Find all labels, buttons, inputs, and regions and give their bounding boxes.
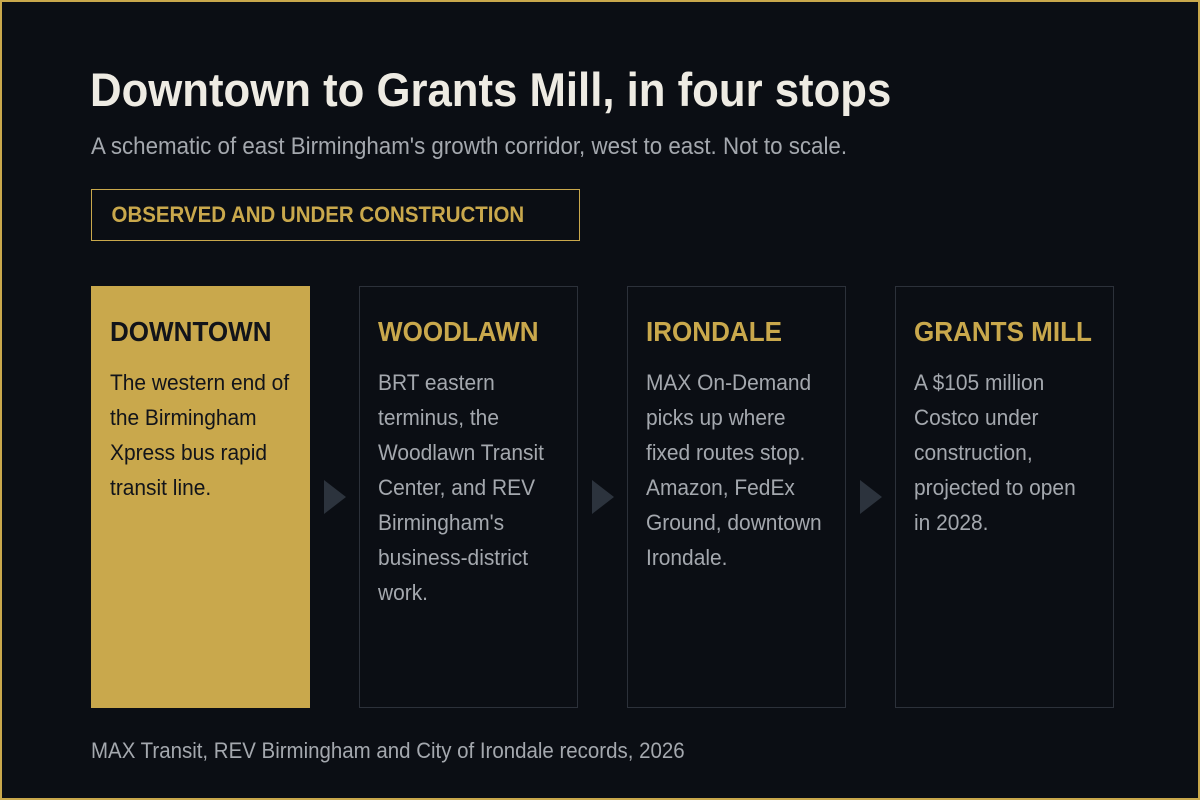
stop-card-irondale: IRONDALE MAX On-Demand picks up where fi…: [627, 286, 846, 708]
status-badge: OBSERVED AND UNDER CONSTRUCTION: [91, 189, 580, 241]
stop-title: DOWNTOWN: [110, 316, 272, 347]
stop-card-woodlawn: WOODLAWN BRT eastern terminus, the Woodl…: [359, 286, 578, 708]
status-badge-label: OBSERVED AND UNDER CONSTRUCTION: [111, 202, 525, 227]
stop-description: The western end of the Birmingham Xpress…: [110, 369, 290, 500]
stop-description: BRT eastern terminus, the Woodlawn Trans…: [378, 369, 544, 605]
arrow-right-icon: [592, 480, 614, 514]
page-title: Downtown to Grants Mill, in four stops: [90, 63, 892, 116]
stop-card-downtown: DOWNTOWN The western end of the Birmingh…: [91, 286, 310, 708]
stop-title: IRONDALE: [646, 316, 782, 347]
stop-title: WOODLAWN: [378, 316, 539, 347]
stop-description: MAX On-Demand picks up where fixed route…: [646, 369, 822, 570]
stop-card-grants-mill: GRANTS MILL A $105 million Costco under …: [895, 286, 1114, 708]
stop-title: GRANTS MILL: [914, 316, 1092, 347]
arrow-right-icon: [860, 480, 882, 514]
source-note: MAX Transit, REV Birmingham and City of …: [91, 738, 685, 763]
arrow-right-icon: [324, 480, 346, 514]
stop-description: A $105 million Costco under construction…: [914, 369, 1076, 535]
page-subtitle: A schematic of east Birmingham's growth …: [91, 133, 848, 160]
